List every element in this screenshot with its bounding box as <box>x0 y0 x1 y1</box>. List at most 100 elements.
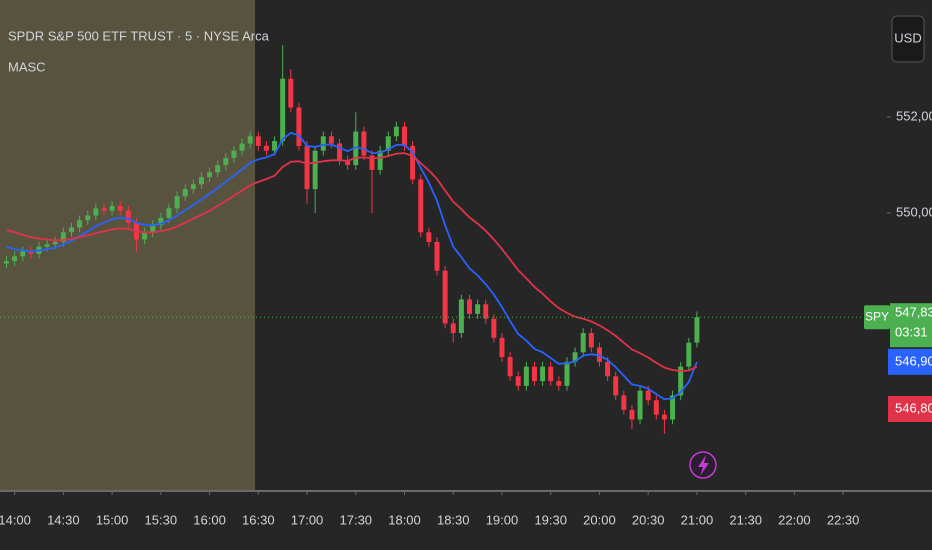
candle-body <box>385 136 391 151</box>
candle-body <box>101 208 107 211</box>
candle-body <box>670 395 676 420</box>
candle-body <box>645 390 651 401</box>
extended-hours-shade <box>0 0 256 490</box>
candle-body <box>68 227 74 233</box>
candle-body <box>304 145 310 190</box>
candle-body <box>621 395 627 410</box>
candle-body <box>572 352 578 362</box>
candle-body <box>142 232 148 240</box>
candle-body <box>109 205 115 211</box>
candle-body <box>491 318 497 338</box>
y-tick-label: 550,00 <box>896 205 932 220</box>
x-tick-label: 20:00 <box>583 512 616 527</box>
candle-body <box>653 400 659 415</box>
candle-body <box>418 179 424 233</box>
candle-body <box>523 366 529 386</box>
chart-title: SPDR S&P 500 ETF TRUST · 5 · NYSE Arca <box>8 28 270 43</box>
candle-body <box>458 299 464 334</box>
candle-body <box>466 299 472 314</box>
candle-body <box>93 208 99 216</box>
x-tick-label: 18:30 <box>437 512 470 527</box>
x-tick-label: 21:00 <box>681 512 714 527</box>
candle-body <box>410 145 416 180</box>
candle-body <box>613 376 619 396</box>
candle-body <box>182 189 188 197</box>
candle-body <box>499 337 505 358</box>
candle-body <box>28 251 34 254</box>
candle-body <box>345 160 351 166</box>
candle-body <box>377 150 383 170</box>
candle-body <box>475 304 481 314</box>
candle-body <box>434 241 440 271</box>
candle-body <box>255 136 261 146</box>
candle-body <box>393 126 399 137</box>
candle-body <box>580 333 586 353</box>
candle-body <box>77 220 83 228</box>
x-tick-label: 15:30 <box>145 512 178 527</box>
candle-body <box>12 256 18 262</box>
candle-body <box>207 172 213 178</box>
alert-icon <box>689 451 717 479</box>
currency-label[interactable]: USD <box>894 30 921 45</box>
candle-body <box>85 215 91 221</box>
candle-body <box>174 196 180 209</box>
candle-body <box>686 342 692 367</box>
currency-button[interactable] <box>891 15 925 63</box>
x-tick-label: 20:30 <box>632 512 665 527</box>
indicator-label: MASC <box>8 59 46 74</box>
candle-body <box>296 107 302 146</box>
candle-body <box>280 78 286 142</box>
x-tick-label: 16:30 <box>242 512 275 527</box>
candle-body <box>548 366 554 382</box>
symbol-label: SPY <box>865 309 889 323</box>
candle-body <box>166 208 172 218</box>
candle-body <box>337 143 343 161</box>
candle-body <box>361 131 367 156</box>
candle-body <box>328 136 334 144</box>
candle-body <box>450 323 456 334</box>
candle-body <box>507 357 513 377</box>
candle-body <box>288 78 294 108</box>
ma-value-label: 546,80 <box>895 400 932 415</box>
candle-body <box>426 232 432 242</box>
candle-body <box>588 333 594 348</box>
moving-average-line <box>6 131 698 401</box>
candle-body <box>661 414 667 420</box>
candle-body <box>483 304 489 319</box>
candle-body <box>60 232 66 242</box>
candle-body <box>605 361 611 377</box>
candle-body <box>231 150 237 158</box>
candle-body <box>20 251 26 257</box>
candle-body <box>198 177 204 185</box>
candle-body <box>442 270 448 324</box>
candle-body <box>239 143 245 151</box>
ma-value-badge <box>888 348 932 375</box>
candle-body <box>272 141 278 151</box>
candle-body <box>369 155 375 170</box>
candle-body <box>312 150 318 190</box>
candle-body <box>515 376 521 386</box>
ma-value-badge <box>888 396 932 422</box>
candle-body <box>125 210 131 223</box>
symbol-badge <box>864 305 890 330</box>
x-tick-label: 21:30 <box>729 512 762 527</box>
candle-body <box>263 145 269 151</box>
candle-body <box>531 366 537 382</box>
candle-body <box>556 381 562 386</box>
x-tick-label: 15:00 <box>96 512 129 527</box>
candle-body <box>215 165 221 173</box>
ma-value-label: 546,90 <box>895 353 932 368</box>
candle-body <box>540 366 546 382</box>
candle-body <box>117 205 123 211</box>
y-tick-label: 552,00 <box>896 109 932 124</box>
candle-body <box>402 126 408 146</box>
candle-body <box>3 261 9 264</box>
x-tick-label: 17:00 <box>291 512 324 527</box>
x-tick-label: 16:00 <box>193 512 226 527</box>
x-tick-label: 17:30 <box>340 512 373 527</box>
x-tick-label: 22:00 <box>778 512 811 527</box>
candle-body <box>694 317 700 343</box>
moving-average-line <box>6 152 698 372</box>
candle-body <box>247 136 253 144</box>
